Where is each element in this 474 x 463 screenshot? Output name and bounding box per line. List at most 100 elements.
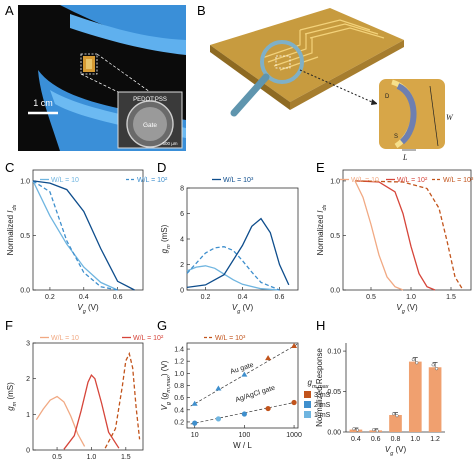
y-axis-label-part: (mS) [160,224,169,244]
y-axis-label: Vg (gm,max) (V) [160,360,172,410]
x-tick-label: 0.6 [371,436,381,443]
panel-letter-g: G [157,318,167,333]
bar [428,367,442,432]
y-tick-label: 2 [26,376,30,383]
legend-label-g-3: 1 mS [314,412,331,419]
y-axis-label-part: Normalized [6,213,15,256]
series-f-2-line [63,373,120,450]
y-axis-label-var: g [6,406,15,411]
x-axis-label-var: V [232,303,238,312]
panel-letter-h: H [316,318,325,333]
bar [389,415,402,432]
y-tick-label: 1 [26,412,30,419]
x-tick-label: 1.2 [430,436,440,443]
y-tick-label: 0.2 [174,419,184,426]
series-d-3-line [186,217,290,289]
orange-bottom-legend-label-1: W/L = 10 [51,335,79,342]
blue-legend-label-1: W/L = 10 [51,177,79,184]
plot-frame [32,169,144,291]
y-tick-label: 0.0 [330,288,340,295]
y-tick-label: 1.0 [330,178,340,185]
orange-top-legend-label-1: W/L = 10 [351,177,379,184]
y-axis-label-sub: m [166,244,172,249]
y-tick-label: 0.6 [174,395,184,402]
legend-swatch-g-3 [304,411,311,418]
y-axis-label-sub: g [166,401,172,405]
y-tick-label: 0 [180,288,184,295]
scatter-point-agagcl [265,405,271,412]
x-axis-label-sub: g [402,309,406,315]
y-axis-label: Normalized Response [315,348,324,427]
x-axis-label-sub: g [390,451,394,457]
y-axis-label-var: g [160,392,169,397]
y-tick-label: 0.4 [174,407,184,414]
series-e-2-line [354,180,436,291]
scatter-point-agagcl [241,411,247,417]
x-tick-label: 1.5 [446,294,456,301]
y-axis-label-part: (mS) [6,382,15,402]
x-axis-label: W / L [233,441,252,450]
zoom-line-1 [96,53,151,93]
y-tick-label: 0.00 [327,430,341,437]
scatter-point-au [215,385,222,391]
x-axis-label: Vg (V) [396,303,418,315]
x-axis-label: Vg (V) [77,303,99,315]
y-axis-label-var: I [6,210,15,213]
y-axis-label-var: V [160,404,169,410]
y-axis-label: gm (mS) [160,224,172,253]
magnifier-lens [260,40,304,84]
y-axis-label-part: ( [160,397,169,402]
glove-highlight [70,14,186,55]
zoom-channel [396,83,417,145]
x-axis-label-var: V [396,303,402,312]
y-axis-label-sub: m [12,401,18,406]
legend-swatch-g-2 [304,401,311,408]
x-axis-label-sub: g [237,309,241,315]
y-tick-label: 0 [26,448,30,455]
y-tick-label: 1.4 [174,347,184,354]
x-axis-label: Vg (V) [385,445,407,457]
scatter-point-au [241,371,248,377]
x-axis-label-var: V [385,445,391,454]
scatter-point-au [291,343,298,349]
data-point [415,361,419,365]
data-point [375,429,379,433]
x-tick-label: 1.5 [121,454,131,461]
x-tick-label: 0.2 [201,294,211,301]
x-tick-label: 0.4 [238,294,248,301]
plot-frame [342,169,472,291]
x-tick-label: 0.4 [351,436,361,443]
blue-legend-label-2: W/L = 10² [137,177,168,184]
scale-label: 1 cm [33,98,53,108]
inset-center-label: Gate [143,122,157,129]
series-c-1-line [32,180,118,291]
series-e-1-line [354,180,404,291]
inset-top-label: PEDOT:PSS [133,97,167,103]
y-tick-label: 1.0 [174,371,184,378]
blue-legend-label-3: W/L = 10³ [223,177,254,184]
series-g-2-fit [190,401,298,425]
data-point [391,412,396,416]
x-tick-label: 0.5 [52,454,62,461]
x-tick-label: 1000 [286,432,302,439]
substrate-right [290,40,404,110]
y-tick-label: 0.5 [20,233,30,240]
glove-top [60,5,186,45]
y-axis-label-part: Normalized [316,213,325,256]
zoom-arrow [299,69,373,103]
y-tick-label: 0.8 [174,383,184,390]
series-c-2-line [32,180,118,291]
y-axis-label-sub: m,max [166,376,172,393]
orange-bottom-legend-label-2: W/L = 10² [133,335,164,342]
scatter-point-au [265,355,272,361]
y-tick-label: 0.05 [327,389,341,396]
series-c-3-line [32,180,135,291]
y-axis-label: Normalized Ids [316,204,328,255]
x-axis-label: Vg (V) [232,303,254,315]
panel-letter-a: A [5,3,14,18]
y-axis-label-var: I [316,210,325,213]
